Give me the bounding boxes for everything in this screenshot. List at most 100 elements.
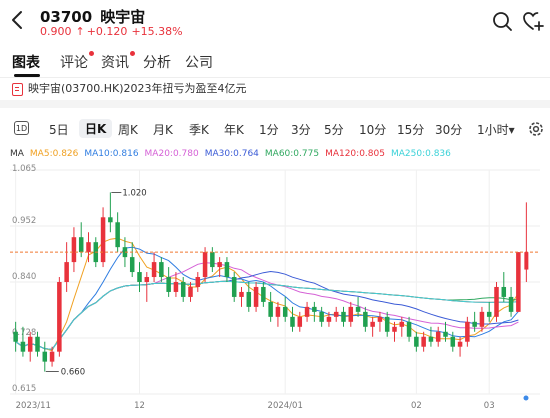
candle-body — [282, 306, 288, 317]
chart-end-dot — [523, 395, 529, 401]
ma-legend-item: MA10:0.816 — [84, 149, 139, 159]
period-5d[interactable]: 5日 — [49, 123, 69, 137]
y-axis-labels: 1.065 0.952 0.840 0.728 0.615 — [12, 164, 36, 394]
ma-legend: MA MA5:0.826 MA10:0.816 MA20:0.780 MA30:0.76… — [10, 149, 457, 159]
candle-body — [465, 321, 470, 342]
candle-body — [428, 336, 434, 342]
candle-body — [180, 282, 186, 297]
ma5-line — [15, 237, 519, 352]
candle-body — [166, 277, 171, 292]
news-headline[interactable]: 映宇宙(03700.HK)2023年扭亏为盈至4亿元 — [12, 80, 247, 96]
candle-body — [57, 282, 62, 352]
news-document-icon — [12, 82, 23, 96]
candle-body — [261, 286, 266, 302]
stock-code: 03700 — [40, 8, 93, 26]
x-tick-label: 02 — [411, 401, 422, 411]
candle-body — [326, 316, 332, 322]
price-quote: 0.900 ↑ +0.120 +15.38% — [40, 25, 187, 38]
candle-body — [363, 311, 368, 327]
candle-body — [35, 336, 40, 352]
active-tab-underline — [14, 74, 40, 77]
candle-body — [450, 336, 456, 347]
candle-body — [275, 306, 281, 317]
candle-body — [129, 257, 135, 273]
candle-body — [202, 252, 208, 278]
y-tick-label: 0.952 — [12, 216, 36, 226]
y-tick-label: 0.840 — [12, 272, 36, 282]
candle-body — [297, 316, 303, 327]
candlestick-chart[interactable]: 1.065 0.952 0.840 0.728 0.615 2023/11 12 2024/… — [0, 160, 550, 418]
candle-body — [100, 217, 106, 263]
candle-body — [501, 286, 507, 297]
x-tick-label: 12 — [134, 401, 145, 411]
settings-gear-icon[interactable] — [526, 119, 546, 139]
candle-body — [290, 316, 295, 327]
tab-company[interactable]: 公司 — [185, 55, 213, 71]
back-arrow-icon[interactable] — [6, 8, 30, 32]
candle-body — [173, 282, 179, 292]
candle-body — [516, 252, 521, 312]
candle-body — [71, 237, 77, 263]
chart-type-icon[interactable]: 1D — [14, 121, 29, 135]
period-30min[interactable]: 30分 — [435, 123, 463, 137]
candle-body — [78, 237, 84, 253]
tab-bar: 图表 评论 资讯 分析 公司 — [0, 50, 550, 77]
period-1hour[interactable]: 1小时▾ — [477, 123, 515, 137]
latest-candle-body — [524, 252, 529, 270]
period-quarterly[interactable]: 季K — [189, 123, 209, 137]
add-watchlist-heart-icon[interactable] — [522, 10, 544, 32]
chart-annotations: 1.020 0.660 — [10, 188, 540, 401]
candle-body — [472, 321, 477, 327]
candle-body — [246, 291, 252, 307]
candle-body — [479, 311, 485, 327]
candle-body — [304, 306, 310, 317]
period-3min[interactable]: 3分 — [291, 123, 311, 137]
tab-chart[interactable]: 图表 — [12, 55, 40, 71]
period-monthly[interactable]: 月K — [153, 123, 173, 137]
y-tick-label: 0.728 — [12, 328, 36, 338]
period-15min[interactable]: 15分 — [397, 123, 425, 137]
candle-body — [49, 351, 55, 362]
period-daily[interactable]: 日K — [79, 119, 113, 138]
ma-legend-item: MA120:0.805 — [325, 149, 385, 159]
x-tick-label: 2024/01 — [268, 401, 303, 411]
chart-grid — [10, 169, 540, 395]
candle-body — [108, 217, 113, 223]
candles — [13, 192, 521, 372]
period-10min[interactable]: 10分 — [359, 123, 387, 137]
period-yearly[interactable]: 年K — [224, 123, 244, 137]
candle-body — [20, 341, 26, 352]
period-weekly[interactable]: 周K — [118, 123, 138, 137]
candle-body — [319, 311, 324, 322]
search-icon[interactable] — [491, 10, 513, 32]
candle-body — [348, 306, 354, 322]
candle-body — [159, 262, 164, 278]
period-1min[interactable]: 1分 — [259, 123, 279, 137]
ma250-line — [15, 280, 519, 350]
ma-legend-item: MA30:0.764 — [204, 149, 259, 159]
candle-body — [341, 311, 346, 322]
candle-body — [414, 336, 419, 347]
tab-news[interactable]: 资讯 — [101, 51, 135, 72]
price-change: +0.120 — [86, 25, 128, 38]
x-tick-label: 2023/11 — [16, 401, 51, 411]
candle-body — [399, 321, 405, 327]
candle-body — [13, 331, 18, 342]
candle-body — [268, 301, 273, 317]
candle-body — [443, 331, 448, 337]
tab-analysis[interactable]: 分析 — [143, 55, 171, 71]
tab-comments[interactable]: 评论 — [60, 51, 94, 72]
candle-body — [370, 321, 375, 327]
y-tick-label: 1.065 — [12, 164, 36, 174]
high-price-label: 1.020 — [122, 188, 146, 198]
news-text: 映宇宙(03700.HK)2023年扭亏为盈至4亿元 — [28, 82, 247, 95]
candle-body — [508, 296, 514, 312]
stock-name: 映宇宙 — [100, 8, 146, 26]
change-arrow: ↑ — [75, 25, 85, 38]
candle-body — [144, 277, 150, 282]
candle-body — [494, 286, 499, 317]
period-5min[interactable]: 5分 — [324, 123, 344, 137]
candle-body — [377, 316, 383, 322]
unread-dot — [130, 51, 135, 56]
low-price-label: 0.660 — [61, 368, 85, 378]
